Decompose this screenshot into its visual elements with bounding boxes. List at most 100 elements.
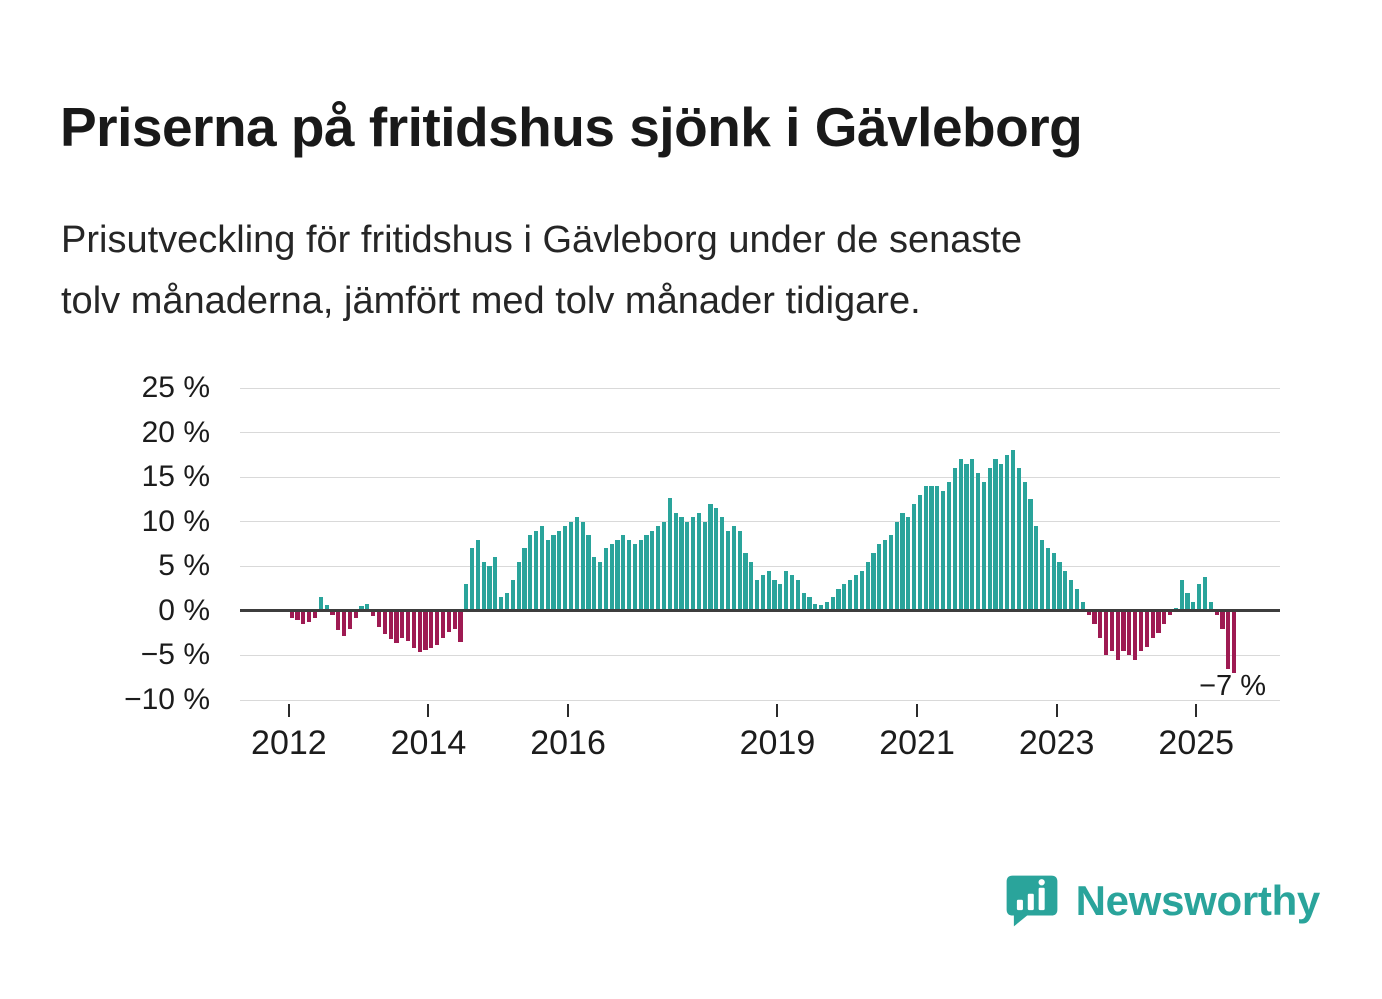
x-axis-label: 2021: [879, 724, 955, 762]
bar: [993, 459, 998, 611]
newsworthy-logo: Newsworthy: [1003, 872, 1320, 930]
x-axis-label: 2019: [739, 724, 816, 762]
bar: [1214, 610, 1219, 616]
gridline: [240, 654, 1280, 656]
bar: [1051, 552, 1056, 611]
bar: [609, 544, 614, 611]
bar: [411, 610, 416, 649]
bar: [848, 579, 853, 611]
bar: [743, 552, 748, 611]
bar: [365, 603, 370, 611]
bar: [603, 548, 608, 611]
bar: [941, 490, 946, 611]
bar: [469, 548, 475, 611]
y-axis-label: 10 %: [141, 504, 210, 538]
bar: [1005, 454, 1010, 611]
x-axis-tick: [1055, 704, 1058, 717]
bar: [353, 610, 358, 618]
bar: [592, 557, 597, 611]
bar: [929, 486, 934, 611]
x-axis-tick: [776, 704, 779, 717]
bar: [1133, 610, 1138, 660]
bar: [1127, 610, 1132, 656]
bar: [766, 570, 771, 611]
bar: [336, 610, 341, 631]
x-axis-tick: [567, 704, 570, 717]
bar: [795, 579, 800, 611]
y-axis-label: −5 %: [140, 638, 210, 672]
bar: [1179, 579, 1184, 611]
bar: [400, 610, 405, 638]
bar: [324, 604, 329, 611]
bar: [423, 610, 428, 651]
bar: [1185, 593, 1190, 611]
bar: [382, 610, 387, 635]
bar: [737, 530, 742, 611]
bar: [1162, 610, 1167, 625]
bar: [1103, 610, 1109, 656]
bar: [533, 530, 539, 611]
x-axis-label: 2023: [1018, 724, 1095, 762]
bar: [673, 512, 678, 611]
gridline: [240, 521, 1280, 523]
bar: [563, 526, 568, 611]
bar-chart-speech-bubble-icon: [1006, 875, 1057, 927]
bar: [836, 588, 841, 611]
bar: [621, 535, 626, 611]
bar: [644, 535, 649, 611]
bar: [289, 610, 294, 618]
bar: [859, 570, 864, 611]
bar: [691, 517, 696, 611]
bar: [557, 530, 562, 611]
bar: [888, 535, 893, 611]
bar: [342, 610, 347, 636]
bar: [981, 481, 987, 611]
bar: [1092, 610, 1097, 625]
bar: [446, 610, 451, 633]
bar: [1197, 584, 1202, 611]
bar: [667, 497, 672, 611]
bar: [632, 544, 638, 611]
bar: [1109, 610, 1114, 651]
bar: [452, 610, 457, 629]
bar: [871, 552, 876, 611]
value-annotation: −7 %: [1199, 670, 1267, 702]
bar: [1150, 610, 1155, 638]
bar: [435, 610, 440, 645]
bar: [1034, 526, 1039, 611]
bar: [1191, 601, 1196, 611]
bar: [760, 575, 765, 611]
bar: [1144, 610, 1149, 647]
bar: [1057, 561, 1062, 611]
bar: [1138, 610, 1144, 651]
bar: [656, 526, 661, 611]
bar: [679, 517, 684, 611]
bar: [464, 584, 469, 611]
bar: [318, 597, 323, 611]
bar: [830, 597, 835, 611]
bar: [906, 517, 911, 611]
bar: [301, 610, 306, 625]
bar: [627, 539, 632, 611]
bar: [440, 610, 446, 638]
bar: [1063, 570, 1068, 611]
bar: [731, 526, 736, 611]
bar: [516, 561, 521, 611]
bar: [1220, 610, 1225, 629]
bar: [510, 579, 515, 611]
bar: [702, 521, 707, 611]
y-axis-label: 25 %: [141, 371, 210, 404]
bar: [307, 610, 312, 622]
y-axis-label: 15 %: [141, 460, 210, 494]
bar: [1016, 468, 1021, 611]
bar: [882, 539, 888, 611]
x-axis-tick: [287, 704, 290, 717]
bar: [406, 610, 411, 642]
bar: [813, 603, 818, 611]
bar: [987, 468, 992, 611]
bar: [551, 535, 556, 611]
subtitle-line-2: tolv månaderna, jämfört med tolv månader…: [61, 279, 921, 322]
bar: [493, 557, 498, 611]
bar: [912, 503, 917, 611]
bar: [749, 561, 754, 611]
